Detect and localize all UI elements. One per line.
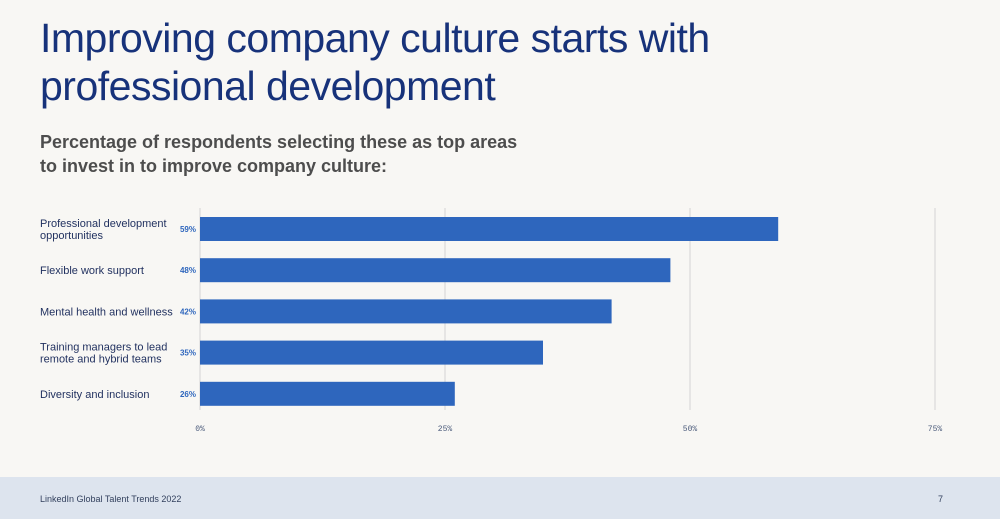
bar: [200, 258, 671, 283]
category-label: Professional development opportunities: [40, 218, 167, 242]
bar: [200, 217, 779, 241]
bar: [200, 299, 612, 324]
x-tick-label: 0%: [195, 425, 205, 434]
category-label: Training managers to lead remote and hybr…: [40, 342, 167, 366]
value-label: 48%: [180, 266, 196, 275]
value-label: 59%: [180, 225, 196, 234]
footer: LinkedIn Global Talent Trends 2022 7: [0, 477, 1000, 519]
value-label: 35%: [180, 349, 196, 358]
x-tick-label: 50%: [683, 425, 698, 434]
page-number: 7: [937, 494, 943, 504]
category-label: Diversity and inclusion: [40, 389, 149, 401]
footer-source: LinkedIn Global Talent Trends 2022: [40, 494, 182, 504]
bar-chart: 0% 25% 50% 75% 59% Professional development op…: [40, 208, 943, 434]
category-label: Mental health and wellness: [40, 306, 173, 318]
x-tick-label: 25%: [438, 425, 453, 434]
bar: [200, 340, 543, 365]
value-label: 42%: [180, 307, 196, 316]
page-title: Improving company culture starts with pr…: [40, 15, 710, 109]
category-label: Flexible work support: [40, 265, 144, 277]
bar: [200, 381, 455, 406]
chart-subtitle: Percentage of respondents selecting thes…: [40, 132, 518, 176]
x-tick-label: 75%: [928, 425, 943, 434]
value-label: 26%: [180, 390, 196, 399]
